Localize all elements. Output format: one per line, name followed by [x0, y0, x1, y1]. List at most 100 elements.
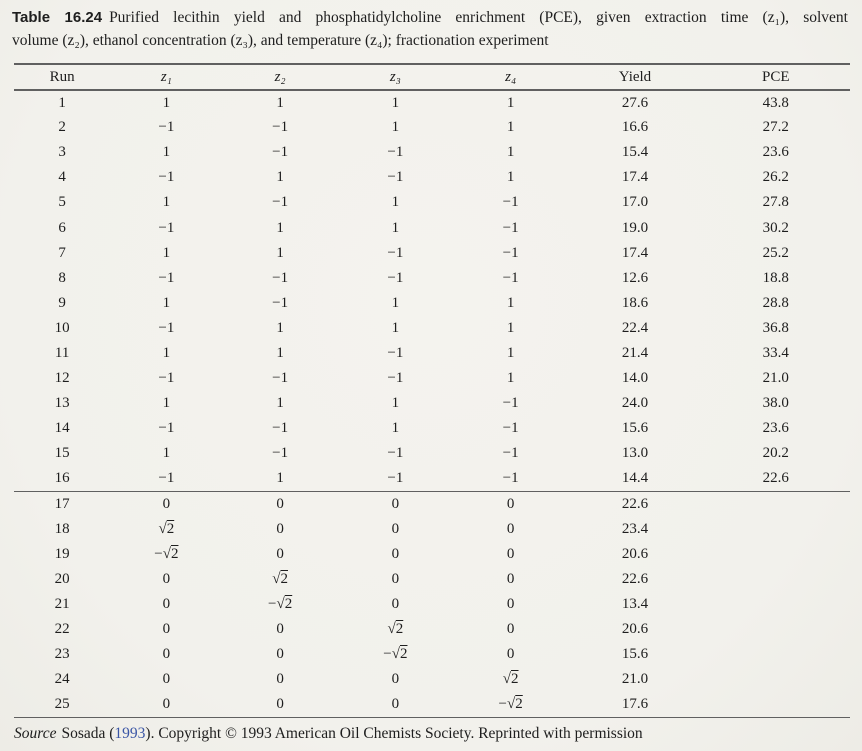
source-line: Source Sosada (1993). Copyright © 1993 Am… [14, 723, 850, 744]
cell: 1 [391, 420, 400, 437]
source-label: Source [14, 724, 57, 742]
cell: 0 [276, 495, 284, 512]
cell: 0 [506, 520, 515, 537]
cell: −1 [272, 370, 289, 387]
cell: 1 [276, 169, 284, 186]
cell: −1 [158, 119, 175, 136]
cell: 18 [54, 520, 70, 537]
column-header-z: z₄ [505, 68, 517, 85]
cell: 1 [276, 219, 284, 236]
cell: 13 [54, 395, 70, 412]
cell: 21 [54, 595, 70, 612]
cell: −1 [502, 219, 519, 236]
cell: 27.8 [762, 194, 789, 211]
cell: 1 [162, 244, 171, 261]
cell: −1 [502, 194, 519, 211]
cell: 1 [276, 344, 284, 361]
caption-text-2: volume (z₂), ethanol concentration (z₃),… [12, 32, 549, 49]
cell: 13.0 [621, 445, 649, 462]
cell: 17.6 [621, 696, 649, 713]
cell: 1 [391, 219, 400, 236]
cell: 0 [506, 595, 515, 612]
column-header-run: Run [49, 68, 75, 85]
cell: −1 [502, 420, 519, 437]
table-row: 12 −1 −1 −1 1 14.0 21.0 [14, 366, 850, 391]
table-number-label: Table 16.24 [12, 9, 103, 26]
cell: 17 [54, 495, 70, 512]
cell: −1 [502, 244, 519, 261]
cell: 22 [54, 621, 70, 638]
cell: 1 [506, 119, 515, 136]
cell: 15 [54, 445, 70, 462]
table-row: 22 0 0 √2 0 20.6 [14, 617, 850, 642]
cell: √2 [158, 520, 175, 537]
cell: 0 [506, 570, 515, 587]
table-row: 16 −1 1 −1 −1 14.4 22.6 [14, 466, 850, 491]
cell: −√2 [383, 646, 408, 663]
cell: −1 [387, 445, 404, 462]
cell: 0 [276, 520, 284, 537]
cell: 0 [162, 646, 171, 663]
cell: √2 [387, 621, 404, 638]
cell: −1 [272, 144, 289, 161]
cell: 0 [391, 545, 400, 562]
cell: 0 [506, 545, 515, 562]
cell [702, 517, 850, 542]
cell: 0 [391, 520, 400, 537]
cell: −1 [502, 395, 519, 412]
cell: 0 [162, 570, 171, 587]
cell: −1 [387, 169, 404, 186]
cell: −1 [502, 269, 519, 286]
cell: 15.6 [621, 646, 649, 663]
cell: 1 [58, 94, 66, 111]
citation-year-link[interactable]: 1993 [114, 724, 146, 742]
cell: 27.6 [621, 94, 649, 111]
cell: 14.0 [621, 370, 649, 387]
cell: 19 [54, 545, 70, 562]
cell: 20.2 [762, 445, 789, 462]
cell: −1 [158, 470, 175, 487]
cell: −1 [158, 420, 175, 437]
cell: 28.8 [762, 294, 789, 311]
table-row: 17 0 0 0 0 22.6 [14, 491, 850, 517]
cell: 0 [391, 671, 400, 688]
table-row: 3 1 −1 −1 1 15.4 23.6 [14, 140, 850, 165]
cell: 0 [162, 495, 171, 512]
cell: −1 [158, 219, 175, 236]
table-body: 1 1 1 1 1 27.6 43.8 2 −1 −1 1 1 16.6 27.2 3 1 −1 −1 1 15.4 2… [14, 90, 850, 717]
cell: 8 [58, 269, 66, 286]
table-row: 6 −1 1 1 −1 19.0 30.2 [14, 215, 850, 240]
table-row: 10 −1 1 1 1 22.4 36.8 [14, 316, 850, 341]
cell: 1 [276, 319, 284, 336]
cell: 1 [506, 294, 515, 311]
cell: 38.0 [762, 395, 789, 412]
cell: 0 [276, 696, 284, 713]
cell: 12 [54, 370, 70, 387]
cell: −1 [387, 344, 404, 361]
cell: 43.8 [762, 94, 789, 111]
table-row: 19 −√2 0 0 0 20.6 [14, 542, 850, 567]
cell: 21.0 [621, 671, 649, 688]
cell: 20.6 [621, 545, 649, 562]
cell: 0 [276, 671, 284, 688]
cell [702, 542, 850, 567]
cell: 16.6 [621, 119, 649, 136]
caption-line-1: Table 16.24 Purified lecithin yield and p… [12, 7, 848, 28]
cell: 1 [276, 395, 284, 412]
cell: 0 [162, 696, 171, 713]
column-header-z: z₃ [389, 68, 401, 85]
cell: 0 [162, 671, 171, 688]
cell: 21.0 [762, 370, 789, 387]
table-row: 13 1 1 1 −1 24.0 38.0 [14, 391, 850, 416]
cell: 0 [391, 696, 400, 713]
cell: 23.4 [621, 520, 649, 537]
cell: 1 [506, 169, 515, 186]
caption-text-1: Purified lecithin yield and phosphatidyl… [109, 9, 848, 26]
cell: 1 [391, 294, 400, 311]
cell [702, 567, 850, 592]
table-row: 15 1 −1 −1 −1 13.0 20.2 [14, 441, 850, 466]
cell: 1 [162, 194, 171, 211]
cell: 1 [391, 395, 400, 412]
cell: 0 [506, 646, 515, 663]
